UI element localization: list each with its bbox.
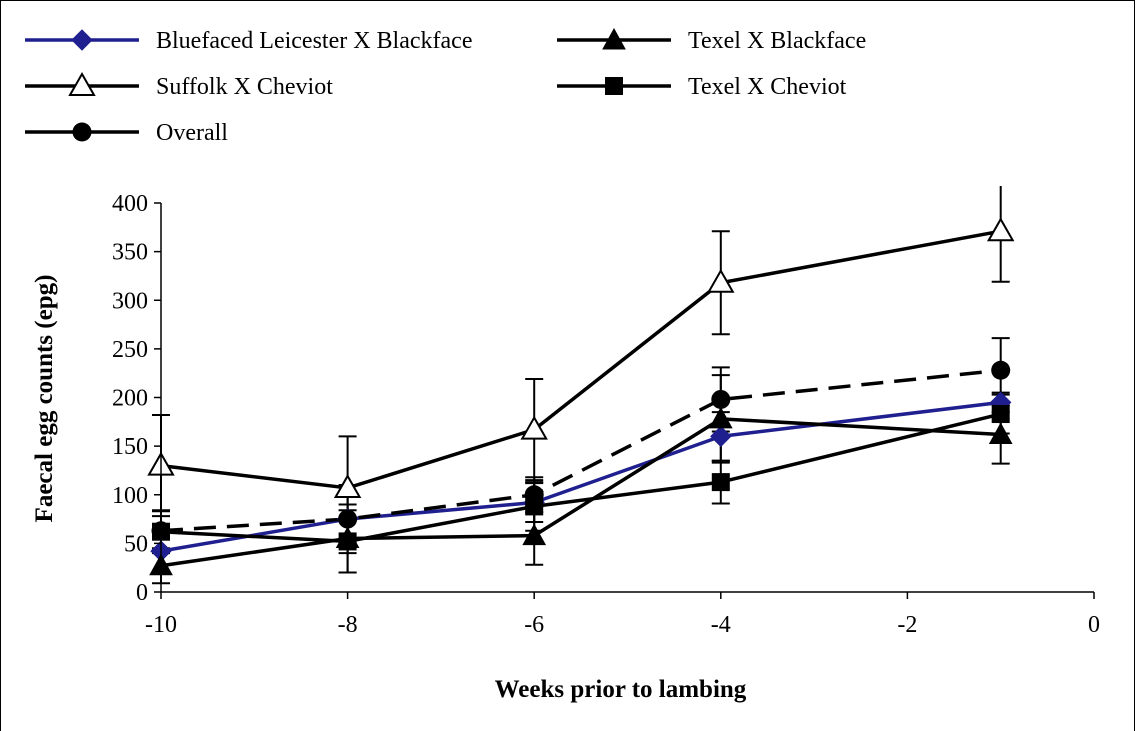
data-point xyxy=(991,360,1011,380)
y-tick-label: 50 xyxy=(124,531,148,557)
series-line xyxy=(160,400,1001,553)
data-point xyxy=(338,532,357,551)
data-point xyxy=(708,406,733,429)
data-point xyxy=(524,485,544,505)
x-axis-title: Weeks prior to lambing xyxy=(495,676,747,703)
series-line xyxy=(160,412,1002,544)
legend-marker xyxy=(602,27,626,50)
data-point xyxy=(988,422,1013,444)
legend-marker xyxy=(71,29,93,51)
data-point xyxy=(711,473,730,492)
series-line xyxy=(160,229,1002,490)
x-tick-label: 0 xyxy=(1088,612,1100,638)
series-line xyxy=(160,417,1001,568)
legend-label: Suffolk X Cheviot xyxy=(156,74,333,100)
data-point xyxy=(333,473,362,498)
legend: Bluefaced Leicester X Blackface Texel X B… xyxy=(25,27,866,146)
y-tick-label: 200 xyxy=(112,386,148,412)
data-point xyxy=(986,217,1015,242)
data-point xyxy=(522,523,547,546)
data-point xyxy=(991,405,1010,424)
data-point xyxy=(520,415,548,440)
data-point xyxy=(711,389,731,409)
y-tick-label: 300 xyxy=(112,288,148,314)
y-tick-label: 150 xyxy=(112,434,148,460)
legend-label: Bluefaced Leicester X Blackface xyxy=(156,28,472,54)
y-tick-label: 0 xyxy=(136,580,148,606)
x-tick-label: -8 xyxy=(338,612,358,638)
data-point xyxy=(710,425,732,448)
data-point xyxy=(338,509,358,529)
x-tick-label: -4 xyxy=(711,612,731,638)
x-tick-label: -6 xyxy=(524,612,544,638)
y-axis-title: Faecal egg counts (epg) xyxy=(31,275,58,523)
legend-marker xyxy=(68,71,96,96)
data-point xyxy=(707,268,735,293)
y-tick-label: 350 xyxy=(112,240,148,266)
y-tick-label: 250 xyxy=(112,337,148,363)
legend-label: Texel X Cheviot xyxy=(688,74,847,100)
axes: 0 50 100 150 200 250 300 350 400 -10 -8 -6 -4 -2 0 xyxy=(112,191,1100,638)
legend-label: Overall xyxy=(156,120,228,146)
series-markers xyxy=(147,217,1015,576)
y-tick-label: 100 xyxy=(112,483,148,509)
legend-label: Texel X Blackface xyxy=(688,28,866,54)
series-lines xyxy=(160,229,1002,568)
legend-marker xyxy=(605,77,623,95)
x-tick-label: -10 xyxy=(145,612,177,638)
x-tick-label: -2 xyxy=(897,612,917,638)
legend-marker xyxy=(72,122,92,142)
y-tick-label: 400 xyxy=(112,191,148,217)
